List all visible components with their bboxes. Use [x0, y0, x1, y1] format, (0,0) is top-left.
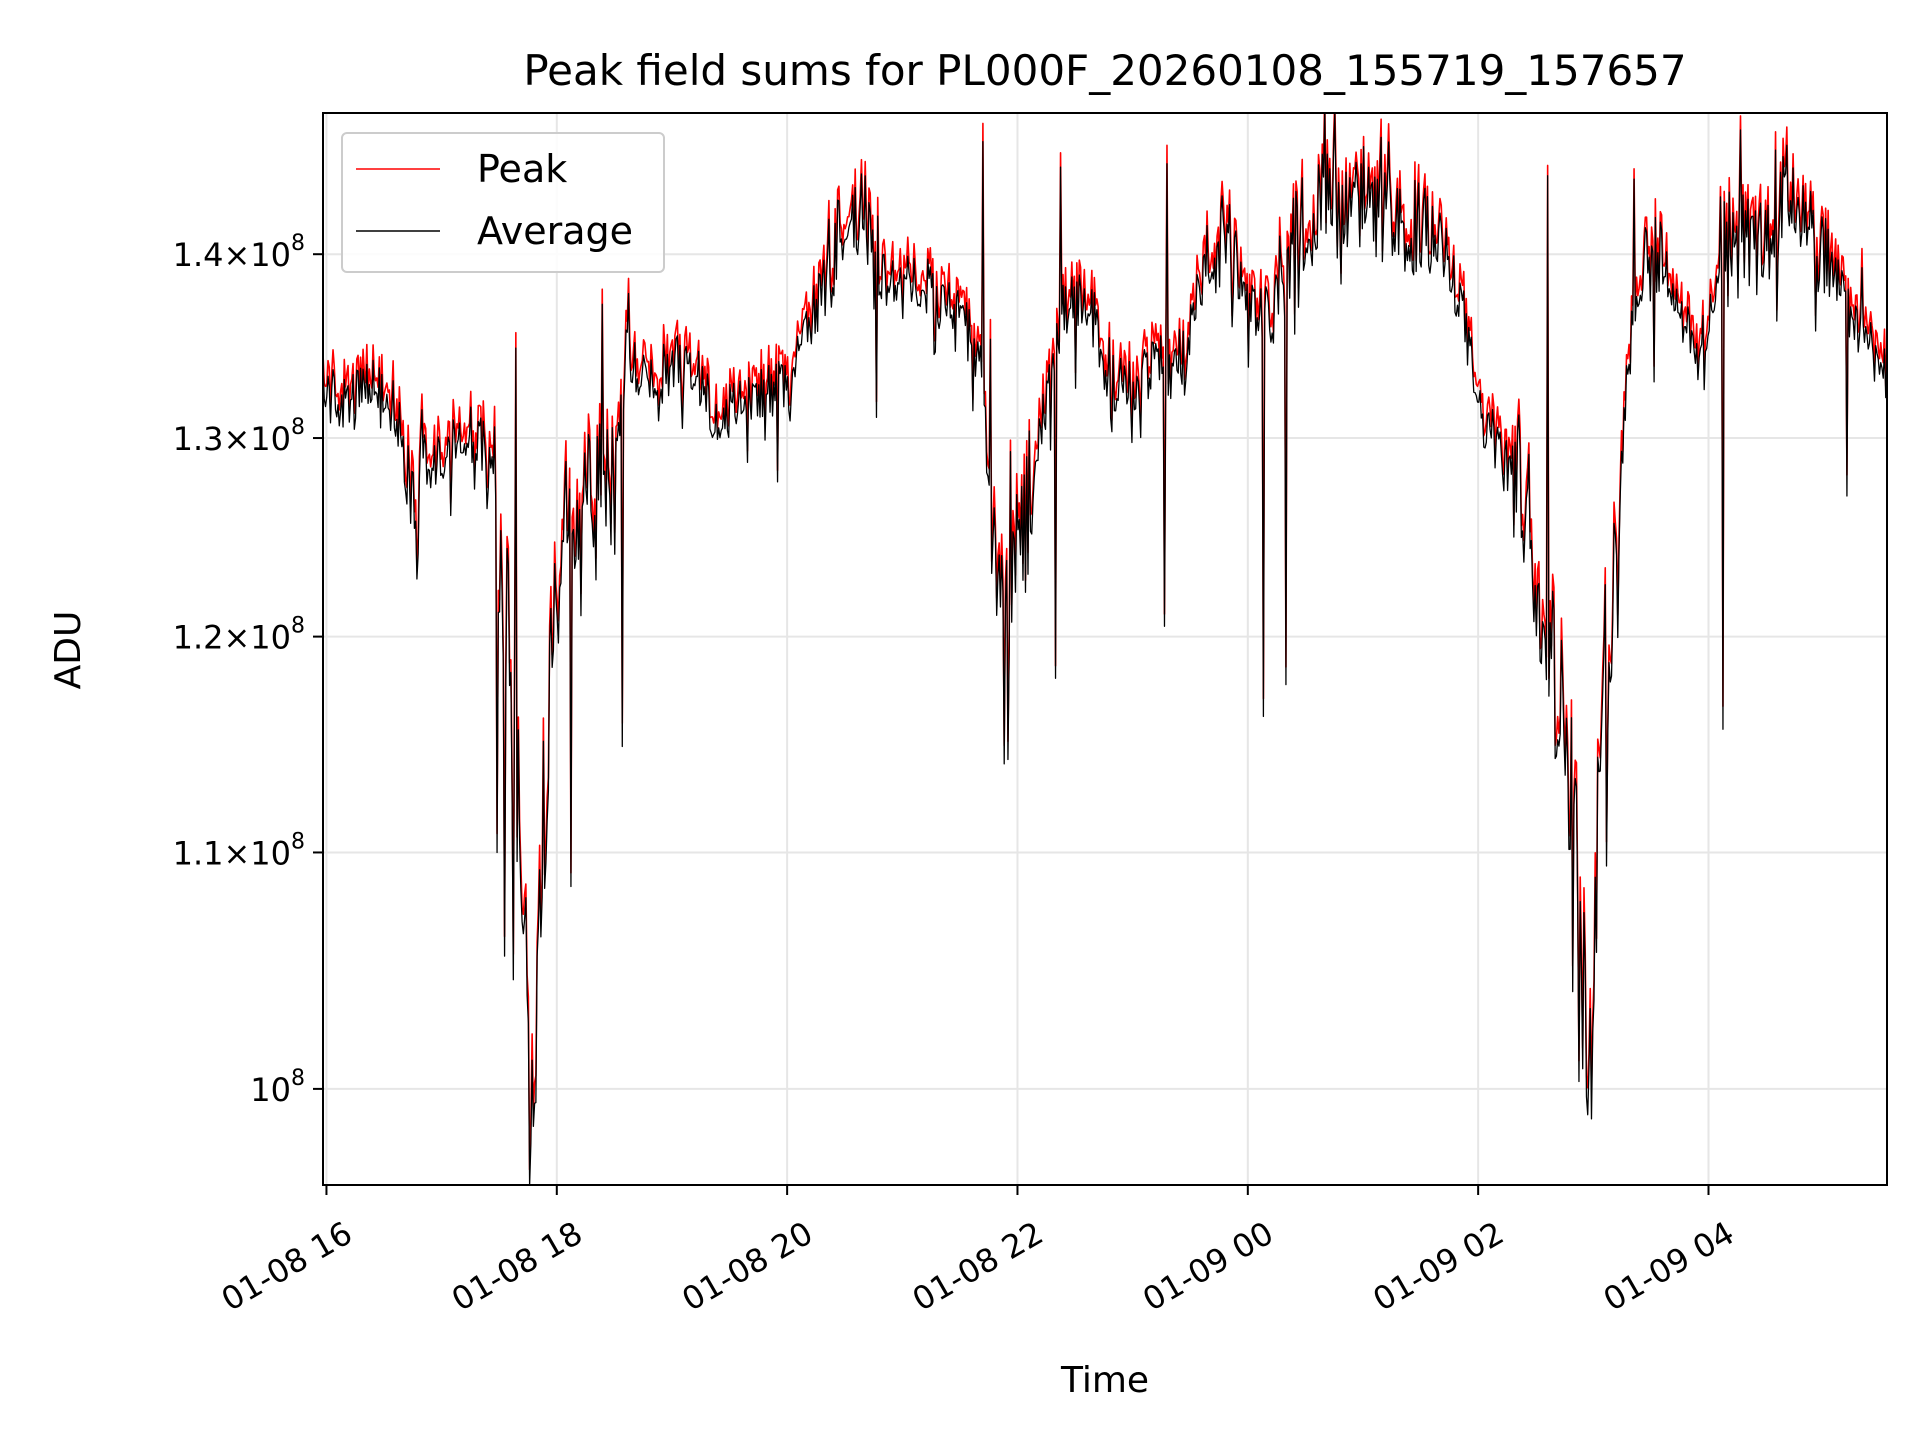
y-tick-label: 1.2×108 [173, 614, 305, 657]
y-tick-label: 1.4×108 [173, 231, 305, 274]
y-tick-label: 108 [250, 1066, 305, 1109]
y-tick-label: 1.3×108 [173, 415, 305, 458]
y-tick-label: 1.1×108 [173, 829, 305, 872]
legend-label-peak: Peak [477, 147, 567, 191]
series-line-average [323, 113, 1887, 1185]
chart-title: Peak field sums for PL000F_20260108_1557… [523, 46, 1686, 95]
legend-box [341, 132, 665, 273]
y-axis-label: ADU [48, 611, 89, 690]
legend: Peak Average [341, 132, 665, 273]
x-axis-label: Time [1060, 1360, 1149, 1401]
legend-label-average: Average [477, 209, 633, 253]
plot-frame [322, 112, 1888, 1186]
y-axis: 108 1.1×108 1.2×108 1.3×108 1.4×108 [173, 231, 323, 1109]
series-group [323, 113, 1887, 1185]
